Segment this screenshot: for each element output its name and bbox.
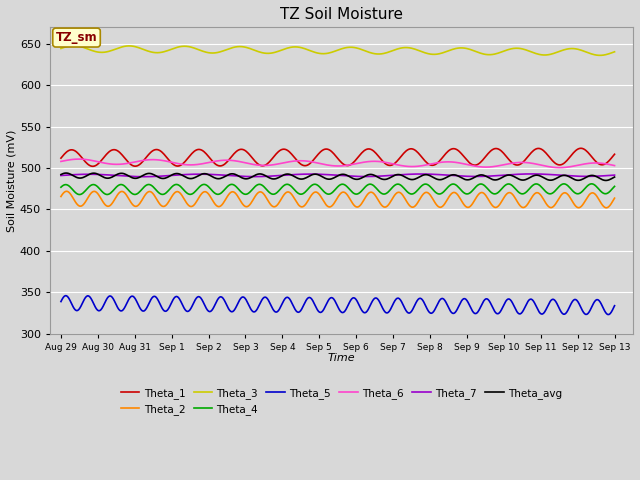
Title: TZ Soil Moisture: TZ Soil Moisture bbox=[280, 7, 403, 22]
Theta_5 bbox=[604, 312, 612, 317]
Theta_7 bbox=[358, 174, 365, 180]
Text: TZ_sm: TZ_sm bbox=[56, 31, 97, 44]
Theta_avg bbox=[358, 175, 365, 181]
Theta_6 bbox=[611, 163, 618, 168]
Theta_6 bbox=[556, 165, 563, 170]
Theta_5 bbox=[358, 307, 365, 313]
Theta_7 bbox=[57, 173, 65, 179]
Theta_5 bbox=[321, 304, 329, 310]
Theta_1 bbox=[324, 146, 332, 152]
Theta_avg bbox=[611, 174, 618, 180]
Theta_avg bbox=[602, 178, 609, 183]
Theta_7 bbox=[527, 171, 535, 177]
Theta_3 bbox=[600, 52, 607, 58]
Theta_1 bbox=[388, 162, 396, 168]
Line: Theta_4: Theta_4 bbox=[61, 184, 614, 194]
Theta_3 bbox=[611, 49, 618, 55]
Theta_3 bbox=[324, 50, 332, 56]
Line: Theta_2: Theta_2 bbox=[61, 191, 614, 208]
Theta_6 bbox=[57, 158, 65, 164]
Theta_2 bbox=[388, 197, 396, 203]
Theta_avg bbox=[57, 172, 65, 178]
Theta_1 bbox=[577, 145, 585, 151]
Theta_5 bbox=[57, 299, 65, 304]
Theta_3 bbox=[388, 48, 396, 54]
Theta_5 bbox=[61, 293, 69, 299]
Theta_6 bbox=[388, 161, 396, 167]
Theta_7 bbox=[600, 173, 607, 179]
Theta_6 bbox=[321, 162, 329, 168]
Theta_1 bbox=[611, 151, 618, 157]
Theta_2 bbox=[63, 188, 70, 194]
Theta_2 bbox=[57, 193, 65, 199]
Y-axis label: Soil Moisture (mV): Soil Moisture (mV) bbox=[7, 129, 17, 232]
Theta_4 bbox=[388, 185, 396, 191]
Theta_3 bbox=[321, 51, 329, 57]
Theta_6 bbox=[75, 156, 83, 162]
Theta_2 bbox=[324, 204, 332, 210]
Theta_4 bbox=[358, 188, 365, 194]
X-axis label: Time: Time bbox=[328, 353, 355, 363]
Theta_avg bbox=[598, 177, 606, 182]
Theta_avg bbox=[388, 174, 396, 180]
Theta_7 bbox=[324, 172, 332, 178]
Theta_4 bbox=[321, 190, 329, 195]
Theta_avg bbox=[324, 176, 332, 182]
Legend: Theta_1, Theta_2, Theta_3, Theta_4, Theta_5, Theta_6, Theta_7, Theta_avg: Theta_1, Theta_2, Theta_3, Theta_4, Thet… bbox=[121, 388, 562, 415]
Theta_3 bbox=[57, 46, 65, 51]
Theta_5 bbox=[388, 304, 396, 310]
Line: Theta_1: Theta_1 bbox=[61, 148, 614, 166]
Theta_5 bbox=[512, 307, 520, 312]
Theta_3 bbox=[596, 52, 604, 58]
Theta_avg bbox=[63, 170, 70, 176]
Theta_4 bbox=[324, 191, 332, 197]
Theta_5 bbox=[598, 303, 606, 309]
Theta_4 bbox=[57, 184, 65, 190]
Theta_4 bbox=[512, 186, 520, 192]
Theta_7 bbox=[611, 172, 618, 178]
Theta_avg bbox=[321, 175, 329, 181]
Theta_7 bbox=[140, 174, 148, 180]
Theta_1 bbox=[57, 155, 65, 161]
Line: Theta_avg: Theta_avg bbox=[61, 173, 614, 180]
Theta_avg bbox=[512, 175, 520, 180]
Theta_1 bbox=[90, 163, 97, 169]
Theta_3 bbox=[358, 47, 365, 52]
Theta_1 bbox=[321, 146, 329, 152]
Theta_2 bbox=[598, 202, 606, 208]
Line: Theta_3: Theta_3 bbox=[61, 46, 614, 55]
Theta_4 bbox=[600, 191, 607, 196]
Theta_3 bbox=[512, 45, 520, 51]
Theta_1 bbox=[600, 162, 607, 168]
Theta_1 bbox=[358, 150, 365, 156]
Line: Theta_6: Theta_6 bbox=[61, 159, 614, 168]
Theta_7 bbox=[512, 171, 520, 177]
Theta_2 bbox=[603, 205, 611, 211]
Theta_4 bbox=[611, 183, 618, 189]
Line: Theta_5: Theta_5 bbox=[61, 296, 614, 314]
Theta_7 bbox=[388, 172, 396, 178]
Theta_3 bbox=[70, 43, 78, 48]
Theta_2 bbox=[611, 195, 618, 201]
Theta_6 bbox=[600, 161, 607, 167]
Theta_5 bbox=[324, 298, 332, 303]
Line: Theta_7: Theta_7 bbox=[61, 174, 614, 177]
Theta_7 bbox=[321, 172, 329, 178]
Theta_6 bbox=[512, 160, 520, 166]
Theta_4 bbox=[588, 181, 595, 187]
Theta_6 bbox=[324, 162, 332, 168]
Theta_1 bbox=[512, 162, 520, 168]
Theta_6 bbox=[358, 160, 365, 166]
Theta_5 bbox=[611, 303, 618, 309]
Theta_4 bbox=[76, 192, 84, 197]
Theta_2 bbox=[358, 201, 365, 206]
Theta_2 bbox=[512, 196, 520, 202]
Theta_2 bbox=[321, 201, 329, 206]
